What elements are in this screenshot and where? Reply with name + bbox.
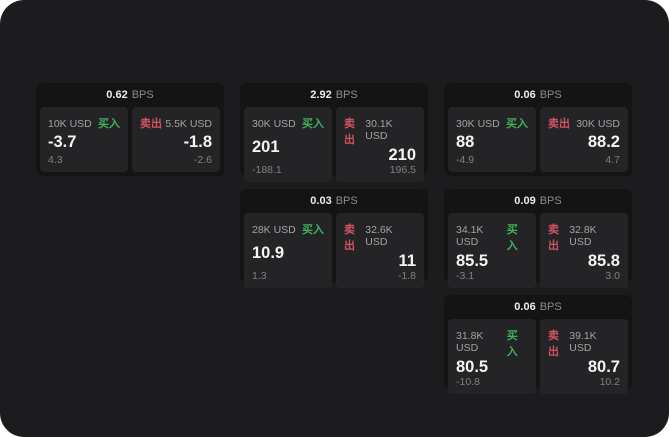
buy-price: -3.7 xyxy=(48,133,77,152)
sell-label: 卖出 xyxy=(548,224,559,252)
sell-delta: 3.0 xyxy=(605,269,620,282)
sell-tile[interactable]: 卖出 39.1K USD 80.7 10.2 xyxy=(540,319,628,394)
buy-tile[interactable]: 30K USD 买入 201 -188.1 xyxy=(244,107,332,182)
sell-tile[interactable]: 卖出 30.1K USD 210 196.5 xyxy=(336,107,424,182)
sell-delta: 196.5 xyxy=(389,163,416,176)
buy-price: 80.5 xyxy=(456,358,489,376)
quote-card: 0.09 BPS 34.1K USD 买入 85.5 -3.1 卖出 32.8K… xyxy=(444,189,632,288)
buy-label: 买入 xyxy=(506,118,528,130)
sell-amount: 39.1K USD xyxy=(569,330,597,354)
bps-header: 0.03 BPS xyxy=(244,189,424,213)
bps-unit-label: BPS xyxy=(335,89,358,101)
bps-value: 2.92 xyxy=(310,89,332,101)
buy-amount: 10K USD xyxy=(48,118,92,130)
buy-amount: 34.1K USD xyxy=(456,224,484,248)
sell-amount: 5.5K USD xyxy=(165,118,212,130)
sell-delta: 4.7 xyxy=(605,154,620,166)
bps-unit-label: BPS xyxy=(335,195,358,207)
bps-header: 2.92 BPS xyxy=(244,83,424,107)
sell-amount: 32.8K USD xyxy=(569,224,597,248)
sell-delta: -2.6 xyxy=(193,154,212,166)
bps-unit-label: BPS xyxy=(539,89,562,101)
buy-price: 10.9 xyxy=(252,244,285,262)
buy-delta: -3.1 xyxy=(456,269,475,282)
sell-delta: 10.2 xyxy=(599,375,620,388)
bps-unit-label: BPS xyxy=(539,195,562,207)
buy-tile[interactable]: 10K USD 买入 -3.7 4.3 xyxy=(40,107,128,172)
sell-label: 卖出 xyxy=(344,118,355,146)
buy-price: 85.5 xyxy=(456,252,489,270)
quote-card: 2.92 BPS 30K USD 买入 201 -188.1 卖出 30.1K … xyxy=(240,83,428,182)
sell-price: -1.8 xyxy=(183,133,212,152)
buy-tile[interactable]: 34.1K USD 买入 85.5 -3.1 xyxy=(448,213,536,288)
buy-label: 买入 xyxy=(302,224,324,236)
buy-delta: 4.3 xyxy=(48,154,63,166)
sell-price: 88.2 xyxy=(587,133,620,152)
sell-price: 85.8 xyxy=(587,252,620,270)
bps-header: 0.62 BPS xyxy=(40,83,220,107)
sell-label: 卖出 xyxy=(548,330,559,358)
buy-price: 201 xyxy=(252,138,280,156)
buy-delta: 1.3 xyxy=(252,269,267,282)
bps-header: 0.09 BPS xyxy=(448,189,628,213)
quote-card: 0.06 BPS 30K USD 买入 88 -4.9 卖出 30K USD xyxy=(444,83,632,176)
sell-amount: 32.6K USD xyxy=(365,224,393,248)
bps-unit-label: BPS xyxy=(539,301,562,313)
sell-tile[interactable]: 卖出 32.8K USD 85.8 3.0 xyxy=(540,213,628,288)
sell-amount: 30.1K USD xyxy=(365,118,393,142)
sell-tile[interactable]: 卖出 32.6K USD 11 -1.8 xyxy=(336,213,424,288)
buy-delta: -10.8 xyxy=(456,375,480,388)
sell-price: 210 xyxy=(388,146,416,164)
buy-tile[interactable]: 30K USD 买入 88 -4.9 xyxy=(448,107,536,172)
sell-price: 11 xyxy=(398,252,416,270)
sell-label: 卖出 xyxy=(344,224,355,252)
buy-amount: 30K USD xyxy=(456,118,500,130)
bps-value: 0.62 xyxy=(106,89,128,101)
buy-price: 88 xyxy=(456,133,475,152)
bps-value: 0.06 xyxy=(514,89,536,101)
buy-tile[interactable]: 28K USD 买入 10.9 1.3 xyxy=(244,213,332,288)
bps-value: 0.06 xyxy=(514,301,536,313)
quote-card: 0.62 BPS 10K USD 买入 -3.7 4.3 卖出 5.5K USD xyxy=(36,83,224,176)
buy-label: 买入 xyxy=(506,330,518,358)
buy-delta: -4.9 xyxy=(456,154,475,166)
sell-price: 80.7 xyxy=(587,358,620,376)
sell-tile[interactable]: 卖出 30K USD 88.2 4.7 xyxy=(540,107,628,172)
bps-header: 0.06 BPS xyxy=(448,295,628,319)
sell-amount: 30K USD xyxy=(576,118,620,130)
bps-header: 0.06 BPS xyxy=(448,83,628,107)
buy-label: 买入 xyxy=(98,118,120,130)
buy-label: 买入 xyxy=(506,224,518,252)
buy-label: 买入 xyxy=(302,118,324,130)
buy-delta: -188.1 xyxy=(252,163,282,176)
sell-label: 卖出 xyxy=(548,118,570,130)
sell-label: 卖出 xyxy=(140,118,162,130)
sell-delta: -1.8 xyxy=(397,269,416,282)
sell-tile[interactable]: 卖出 5.5K USD -1.8 -2.6 xyxy=(132,107,220,172)
quote-card-grid: 0.62 BPS 10K USD 买入 -3.7 4.3 卖出 5.5K USD xyxy=(36,83,632,394)
buy-amount: 30K USD xyxy=(252,118,296,130)
bps-value: 0.09 xyxy=(514,195,536,207)
bps-unit-label: BPS xyxy=(131,89,154,101)
buy-amount: 31.8K USD xyxy=(456,330,484,354)
bps-value: 0.03 xyxy=(310,195,332,207)
quote-card: 0.06 BPS 31.8K USD 买入 80.5 -10.8 卖出 39.1… xyxy=(444,295,632,394)
quote-card: 0.03 BPS 28K USD 买入 10.9 1.3 卖出 32.6K US… xyxy=(240,189,428,288)
buy-tile[interactable]: 31.8K USD 买入 80.5 -10.8 xyxy=(448,319,536,394)
buy-amount: 28K USD xyxy=(252,224,296,236)
